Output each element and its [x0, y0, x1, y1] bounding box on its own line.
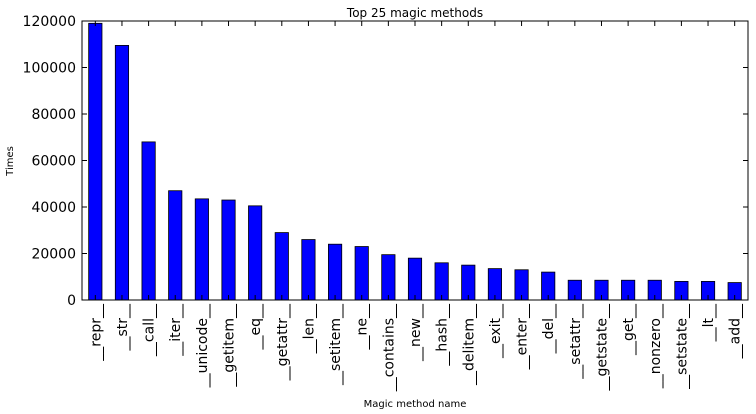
bar-repr — [88, 22, 103, 301]
x-tick-label: __setstate__ — [674, 303, 690, 390]
bar-hash — [434, 262, 449, 301]
x-tick-label: __str__ — [115, 303, 131, 352]
x-tick-label: __del__ — [541, 303, 557, 354]
bar-eq — [248, 205, 263, 301]
y-tick-label: 20000 — [31, 247, 76, 263]
y-tick-label: 0 — [67, 293, 76, 309]
y-tick-label: 40000 — [31, 200, 76, 216]
bar-iter — [168, 190, 183, 301]
x-tick-label: __exit__ — [488, 303, 504, 359]
x-tick-label: __hash__ — [435, 303, 451, 367]
x-tick-label: __ne__ — [355, 303, 371, 350]
bar-new — [407, 257, 423, 301]
x-tick-label: __setattr__ — [568, 303, 584, 380]
x-tick-label: __getattr__ — [275, 303, 291, 381]
y-tick-label: 120000 — [23, 14, 76, 30]
bars-group — [88, 22, 742, 301]
y-tick-label: 100000 — [23, 61, 76, 77]
x-tick-label: __getstate__ — [594, 303, 610, 391]
y-tick-label: 80000 — [31, 107, 76, 123]
chart-title: Top 25 magic methods — [346, 6, 483, 20]
x-tick-label: __enter__ — [515, 303, 531, 370]
bar-str — [114, 45, 130, 301]
y-tick-label: 60000 — [31, 154, 76, 170]
bar-delitem — [461, 264, 476, 301]
x-tick-label: __unicode__ — [195, 303, 211, 388]
x-axis-ticks: __repr__ __str__ __call__ __iter__ __unicode… — [88, 21, 744, 392]
x-tick-label: __new__ — [408, 303, 424, 362]
x-tick-label: __call__ — [142, 303, 158, 357]
bar-call — [141, 141, 156, 301]
x-tick-label: __eq__ — [248, 303, 264, 351]
bar-ne — [354, 246, 369, 301]
x-tick-label: __repr__ — [88, 303, 104, 362]
bar-len — [301, 239, 316, 301]
bar-contains — [381, 254, 396, 301]
plot-frame — [81, 20, 749, 301]
x-axis-label: Magic method name — [364, 399, 467, 410]
x-tick-label: __len__ — [301, 303, 317, 354]
bar-getattr — [274, 232, 289, 301]
bar-setitem — [328, 243, 343, 301]
bar-unicode — [194, 198, 209, 301]
x-tick-label: __delitem__ — [461, 303, 477, 386]
x-tick-label: __iter__ — [168, 303, 184, 357]
x-tick-label: __getitem__ — [222, 303, 238, 388]
bar-getitem — [221, 199, 236, 301]
x-tick-label: __setitem__ — [328, 303, 344, 386]
x-tick-label: __nonzero__ — [648, 303, 664, 389]
x-tick-label: __lt__ — [701, 303, 717, 342]
y-axis-label: Times — [5, 146, 16, 177]
x-tick-label: __get__ — [621, 303, 637, 356]
x-tick-label: __contains__ — [381, 303, 397, 392]
y-axis-ticks: 0 20000 40000 60000 80000 100000 120000 — [23, 14, 748, 309]
x-tick-label: __add__ — [728, 303, 744, 359]
